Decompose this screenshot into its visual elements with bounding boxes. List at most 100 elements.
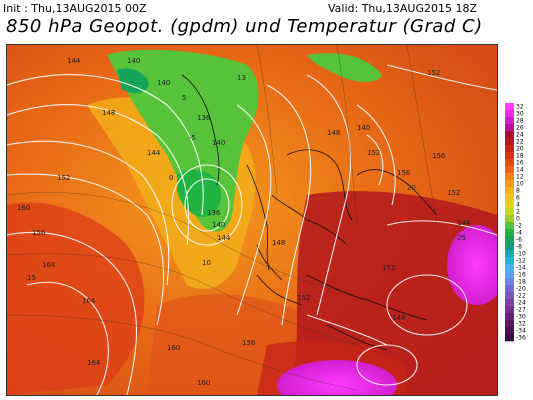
- scale-swatch: [505, 250, 514, 258]
- label-156-d: 156: [397, 169, 411, 177]
- scale-swatch: [505, 201, 514, 209]
- scale-swatch: [505, 313, 514, 321]
- geopotential-isolines: [7, 64, 497, 395]
- scale-label: -32: [516, 321, 526, 328]
- init-time: Init : Thu,13AUG2015 00Z: [3, 2, 147, 15]
- label-0: 0: [169, 174, 173, 182]
- scale-swatch: [505, 166, 514, 174]
- scale-swatch: [505, 236, 514, 244]
- scale-label: -2: [516, 223, 522, 230]
- label-160-a: 160: [17, 204, 30, 212]
- scale-label: -10: [516, 251, 526, 258]
- scale-label: 6: [516, 195, 520, 202]
- label-160-c: 160: [197, 379, 210, 387]
- valid-time: Valid: Thu,13AUG2015 18Z: [328, 2, 477, 15]
- scale-swatch: [505, 152, 514, 160]
- label-144-a: 144: [67, 57, 81, 65]
- scale-label: 18: [516, 153, 524, 160]
- scale-swatch: [505, 194, 514, 202]
- label-164-a: 164: [42, 261, 56, 269]
- scale-swatch: [505, 299, 514, 307]
- label-164-b: 164: [82, 297, 96, 305]
- scale-swatch: [505, 180, 514, 188]
- scale-swatch: [505, 229, 514, 237]
- scale-label: 14: [516, 167, 524, 174]
- label-156-c: 156: [432, 152, 446, 160]
- label-148-b: 148: [272, 239, 285, 247]
- weather-map: 140 144 140 13 148 136 140 144 152 136 1…: [6, 44, 498, 396]
- scale-swatch: [505, 103, 514, 111]
- scale-label: -4: [516, 230, 522, 237]
- label-140-a: 140: [127, 57, 140, 65]
- scale-label: 10: [516, 181, 524, 188]
- cold-patch-northwest: [117, 68, 149, 94]
- label-152-d: 152: [427, 69, 440, 77]
- scale-label: -8: [516, 244, 522, 251]
- scale-swatch: [505, 187, 514, 195]
- scale-swatch: [505, 257, 514, 265]
- scale-swatch: [505, 145, 514, 153]
- scale-label: -24: [516, 300, 526, 307]
- label-152-c: 152: [367, 149, 380, 157]
- scale-label: -6: [516, 237, 522, 244]
- label-neg5: -5: [189, 134, 196, 142]
- scale-swatch: [505, 138, 514, 146]
- scale-label: -12: [516, 258, 526, 265]
- scale-label: -16: [516, 272, 526, 279]
- label-148-c: 148: [327, 129, 340, 137]
- label-156-a: 156: [32, 229, 46, 237]
- label-152-b: 152: [297, 294, 310, 302]
- scale-swatch: [505, 222, 514, 230]
- scale-swatch: [505, 215, 514, 223]
- scale-swatch: [505, 173, 514, 181]
- label-140-e: 140: [357, 124, 370, 132]
- scale-swatch: [505, 124, 514, 132]
- scale-swatch: [505, 110, 514, 118]
- label-136-b: 136: [207, 209, 221, 217]
- temperature-isolines: [7, 45, 438, 391]
- scale-label: 22: [516, 139, 524, 146]
- color-scale: 32 30 28 26 24 22 20 18 16 14 12 10 8 6 4 2 0 -2 -4 -6 -8 -10…: [503, 100, 533, 345]
- label-25: 25: [457, 234, 466, 242]
- scale-swatch: [505, 117, 514, 125]
- label-152-e: 152: [447, 189, 460, 197]
- scale-swatch: [505, 306, 514, 314]
- scale-label: 30: [516, 111, 524, 118]
- map-title: 850 hPa Geopot. (gpdm) und Temperatur (G…: [6, 16, 483, 37]
- cold-trough: [107, 49, 259, 232]
- scale-label: 26: [516, 125, 524, 132]
- magenta-spot-south: [277, 360, 397, 395]
- scale-label: -34: [516, 328, 526, 335]
- scale-swatch: [505, 278, 514, 286]
- scale-swatch: [505, 208, 514, 216]
- label-148-d: 148: [392, 314, 405, 322]
- scale-swatch: [505, 327, 514, 335]
- scale-swatch: [505, 320, 514, 328]
- isoline-labels: 140 144 140 13 148 136 140 144 152 136 1…: [17, 57, 471, 387]
- label-156-b: 156: [242, 339, 256, 347]
- magenta-spot-east: [447, 225, 497, 305]
- scale-label: 24: [516, 132, 524, 139]
- scale-label: 32: [516, 104, 524, 111]
- scale-label: -14: [516, 265, 526, 272]
- label-164-c: 164: [87, 359, 101, 367]
- label-5: 5: [182, 94, 186, 102]
- scale-swatch: [505, 334, 514, 342]
- scale-swatch: [505, 131, 514, 139]
- scale-swatch: [505, 285, 514, 293]
- label-136-a: 136: [197, 114, 211, 122]
- label-10: 10: [202, 259, 211, 267]
- label-140-b: 140: [157, 79, 170, 87]
- label-20: 20: [407, 184, 416, 192]
- scale-label: -27: [516, 307, 526, 314]
- label-144-d: 144: [457, 219, 471, 227]
- label-140-d: 140: [212, 221, 225, 229]
- label-160-b: 160: [167, 344, 180, 352]
- label-152-f: 152: [382, 264, 395, 272]
- scale-label: 4: [516, 202, 520, 209]
- warm-region-west: [7, 202, 145, 395]
- label-140-c: 140: [212, 139, 225, 147]
- label-15: 15: [27, 274, 36, 282]
- label-148-a: 148: [102, 109, 115, 117]
- scale-label: -30: [516, 314, 526, 321]
